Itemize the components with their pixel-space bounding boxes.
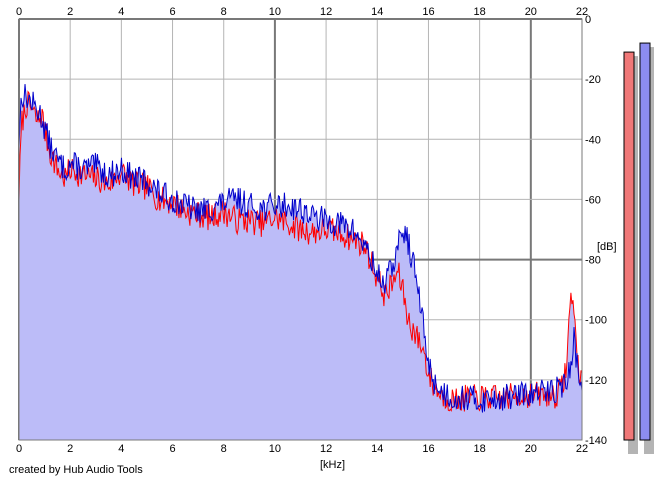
x-tick-label: 18 <box>474 6 486 18</box>
x-tick-label: 4 <box>118 443 124 455</box>
x-tick-label: 0 <box>16 6 22 18</box>
x-tick-label: 20 <box>525 6 537 18</box>
y-tick-label: -140 <box>585 435 607 447</box>
y-tick-label: -60 <box>585 194 601 206</box>
x-tick-label: 2 <box>67 6 73 18</box>
plot-frame <box>18 18 583 441</box>
series-right-channel-line <box>18 84 583 413</box>
level-meter-right <box>639 42 651 441</box>
x-tick-label: 4 <box>118 6 124 18</box>
x-tick-label: 18 <box>474 443 486 455</box>
x-tick-labels-top: 0 2 4 6 8 10 12 14 16 18 20 22 <box>16 6 588 18</box>
x-tick-label: 2 <box>67 443 73 455</box>
y-tick-labels: 0 -20 -40 -60 -80 -100 -120 -140 <box>585 14 607 447</box>
spectrum-fill-area <box>19 84 582 440</box>
x-tick-label: 22 <box>576 6 588 18</box>
x-tick-label: 16 <box>422 443 434 455</box>
x-tick-label: 22 <box>576 443 588 455</box>
series-left-channel-line <box>18 90 583 412</box>
x-tick-label: 12 <box>320 443 332 455</box>
x-tick-label: 10 <box>269 6 281 18</box>
x-tick-label: 12 <box>320 6 332 18</box>
x-tick-label: 8 <box>221 6 227 18</box>
x-tick-label: 8 <box>221 443 227 455</box>
x-tick-label: 0 <box>16 443 22 455</box>
x-tick-label: 10 <box>269 443 281 455</box>
x-tick-label: 6 <box>169 6 175 18</box>
level-meter-left <box>623 51 635 441</box>
x-axis-label: [kHz] <box>320 459 345 471</box>
x-tick-label: 14 <box>371 6 383 18</box>
y-tick-label: 0 <box>585 14 591 26</box>
x-tick-label: 14 <box>371 443 383 455</box>
level-meters <box>623 42 654 455</box>
y-tick-label: -20 <box>585 74 601 86</box>
x-tick-label: 6 <box>169 443 175 455</box>
credit-text: created by Hub Audio Tools <box>9 464 143 476</box>
y-tick-label: -40 <box>585 134 601 146</box>
x-tick-label: 20 <box>525 443 537 455</box>
x-tick-labels-bottom: 0 2 4 6 8 10 12 14 16 18 20 22 <box>16 443 588 455</box>
x-tick-label: 16 <box>422 6 434 18</box>
y-axis-label: [dB] <box>597 241 617 253</box>
y-tick-label: -100 <box>585 315 607 327</box>
y-tick-label: -80 <box>585 255 601 267</box>
y-tick-label: -120 <box>585 375 607 387</box>
